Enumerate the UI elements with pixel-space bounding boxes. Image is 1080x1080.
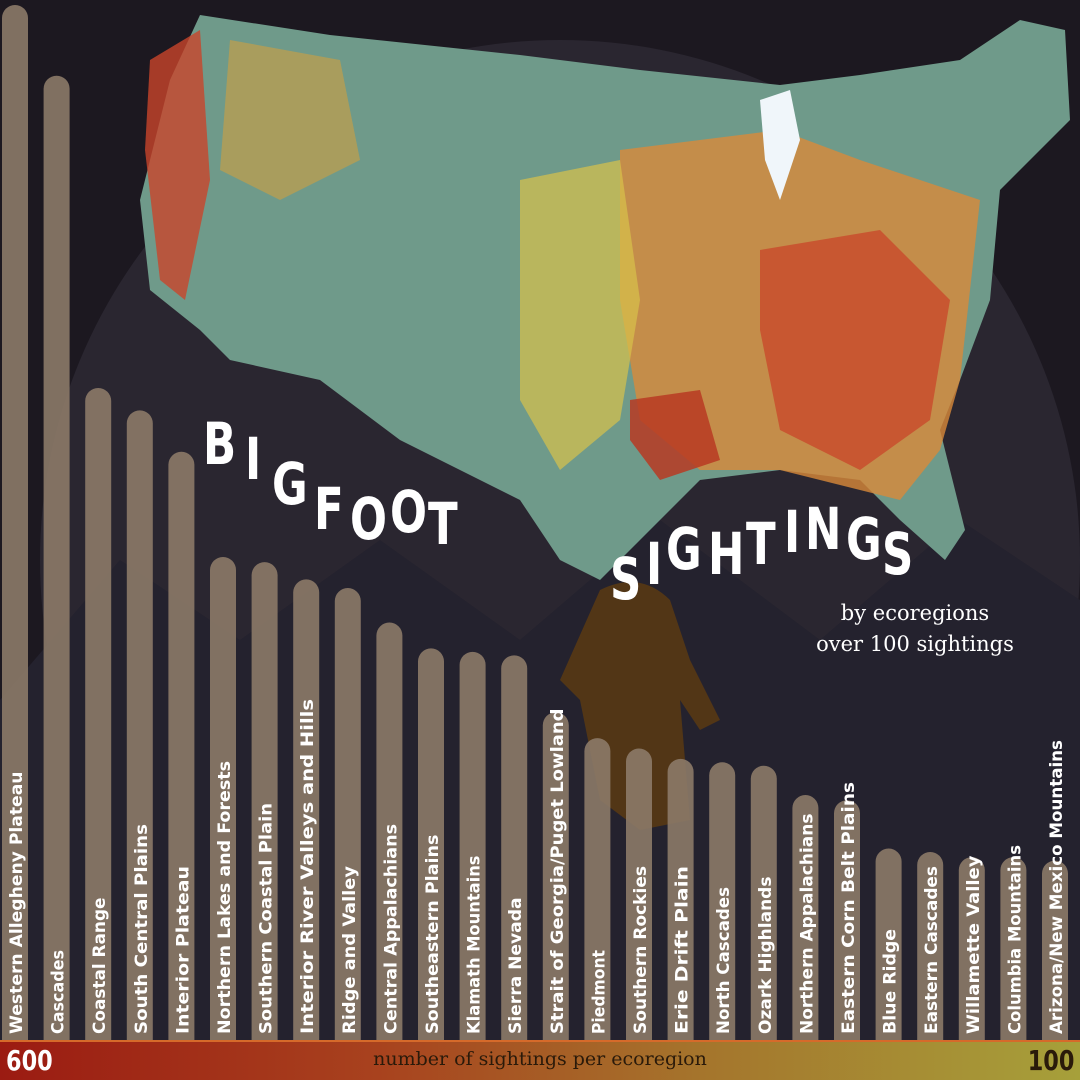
bar — [210, 557, 236, 1053]
bar — [584, 738, 611, 1053]
bar — [626, 748, 652, 1053]
title-letter: O — [350, 485, 387, 553]
subtitle: by ecoregions over 100 sightings — [790, 598, 1040, 660]
bar — [376, 622, 403, 1053]
bar-label: Eastern Cascades — [922, 866, 942, 1034]
bar-label: South Central Plains — [132, 824, 152, 1034]
bar — [2, 5, 28, 1053]
bar-label: Columbia Mountains — [1005, 845, 1025, 1034]
title-letter: N — [805, 495, 842, 563]
bar — [251, 562, 278, 1053]
title-letter: G — [666, 515, 702, 583]
title-letter: G — [846, 505, 882, 573]
subtitle-line: over 100 sightings — [816, 632, 1014, 656]
bar-label: Central Appalachians — [381, 824, 401, 1034]
title-letter: G — [272, 450, 308, 518]
bar — [1042, 860, 1068, 1053]
title-letter: S — [610, 545, 642, 613]
bar-label: Interior Plateau — [173, 866, 193, 1034]
bar — [792, 795, 819, 1053]
bar-label: Eastern Corn Belt Plains — [839, 782, 859, 1034]
bar-label: Piedmont — [589, 950, 609, 1034]
bar — [334, 588, 361, 1053]
bar — [958, 857, 985, 1053]
legend-bar: 600 number of sightings per ecoregion 10… — [0, 1040, 1080, 1080]
bar — [43, 75, 70, 1054]
bar — [418, 648, 444, 1053]
bar — [750, 765, 777, 1053]
bar-label: Ridge and Valley — [340, 866, 360, 1034]
bar-label: Klamath Mountains — [465, 856, 485, 1035]
bar-label: Strait of Georgia/Puget Lowland — [548, 709, 568, 1035]
bar-label: Sierra Nevada — [506, 898, 526, 1035]
legend-max: 600 — [6, 1044, 53, 1077]
title-letter: T — [746, 510, 776, 578]
bar-label: Northern Lakes and Forests — [215, 761, 235, 1034]
title-letter: I — [784, 498, 801, 566]
bar-label: Southern Coastal Plain — [257, 803, 277, 1034]
bar-label: Blue Ridge — [881, 929, 901, 1034]
bar-label: Western Allegheny Plateau — [7, 772, 27, 1035]
bar-label: Ozark Highlands — [756, 877, 776, 1035]
subtitle-line: by ecoregions — [840, 601, 990, 625]
great-lakes — [760, 90, 800, 200]
bar — [501, 655, 528, 1053]
bar-label: Erie Drift Plain — [673, 866, 693, 1034]
title-letter: I — [245, 425, 262, 493]
legend-label: number of sightings per ecoregion — [373, 1048, 707, 1070]
title-letter: F — [314, 475, 344, 543]
bar — [168, 451, 195, 1053]
title-letter: I — [646, 530, 663, 598]
bar — [293, 579, 320, 1053]
bar — [1000, 857, 1027, 1053]
bar — [542, 712, 569, 1053]
bar — [85, 387, 112, 1053]
title-letter: H — [708, 520, 745, 588]
bar — [667, 758, 694, 1053]
title-letter: B — [203, 410, 237, 478]
bar — [917, 851, 944, 1053]
bar-label: Coastal Range — [90, 898, 110, 1035]
title-letter: S — [882, 520, 914, 588]
bar — [709, 762, 736, 1053]
bar — [875, 848, 902, 1053]
bar-label: Southern Rockies — [631, 866, 651, 1034]
title-letter: T — [428, 490, 458, 558]
legend-min: 100 — [1027, 1044, 1074, 1077]
bar — [459, 651, 486, 1053]
bar-label: Cascades — [49, 950, 69, 1034]
bar-label: Willamette Valley — [964, 855, 984, 1034]
bar-label: Interior River Valleys and Hills — [298, 699, 318, 1034]
bar — [834, 800, 860, 1053]
bar — [126, 410, 153, 1053]
bar-label: Southeastern Plains — [423, 835, 443, 1035]
bar-label: North Cascades — [714, 887, 734, 1034]
bar-label: Northern Appalachians — [797, 814, 817, 1035]
bar-label: Arizona/New Mexico Mountains — [1047, 740, 1067, 1034]
title-letter: O — [390, 478, 427, 546]
